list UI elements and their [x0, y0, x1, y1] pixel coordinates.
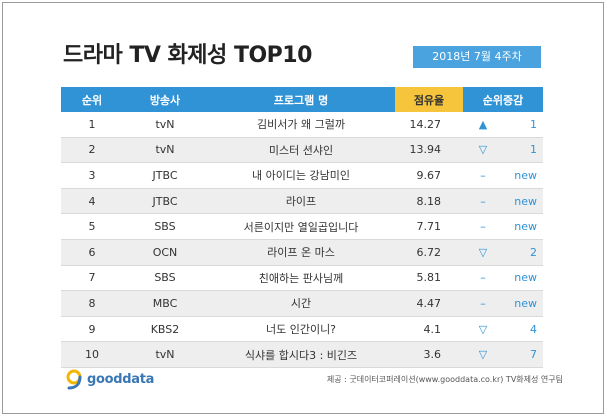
table-row: 4 JTBC 라이프 8.18 – new: [61, 188, 543, 215]
share-cell: 14.27: [395, 112, 463, 138]
share-cell: 4.47: [395, 290, 463, 317]
table-header-row: 순위 방송사 프로그램 명 점유율 순위증감: [61, 87, 543, 112]
rank-cell: 6: [61, 239, 123, 266]
rank-cell: 7: [61, 265, 123, 292]
program-cell: 김비서가 왜 그럴까: [207, 112, 395, 138]
share-cell: 7.71: [395, 213, 463, 240]
change-symbol: –: [480, 194, 486, 208]
channel-cell: SBS: [123, 265, 207, 292]
change-value: new: [514, 220, 537, 234]
change-value: 1: [530, 117, 537, 131]
change-value: 2: [530, 245, 537, 259]
rank-cell: 2: [61, 137, 123, 164]
change-cell: ▽ 4: [463, 316, 543, 343]
logo-text: gooddata: [87, 371, 155, 387]
column-header-channel: 방송사: [123, 87, 207, 112]
program-cell: 내 아이디는 강남미인: [207, 162, 395, 189]
change-value: new: [514, 271, 537, 285]
column-header-program: 프로그램 명: [207, 87, 395, 112]
program-cell: 미스터 션샤인: [207, 137, 395, 164]
channel-cell: tvN: [123, 341, 207, 368]
infographic-frame: 드라마 TV 화제성 TOP10 2018년 7월 4주차 순위 방송사 프로그…: [2, 2, 604, 414]
program-cell: 서른이지만 열일곱입니다: [207, 213, 395, 240]
source-credit: 제공 : 굿데이터코퍼레이션(www.gooddata.co.kr) TV화제성…: [326, 375, 563, 384]
ranking-table: 순위 방송사 프로그램 명 점유율 순위증감 1 tvN 김비서가 왜 그럴까 14.…: [61, 87, 543, 368]
rank-cell: 5: [61, 213, 123, 240]
change-symbol: –: [480, 296, 486, 310]
change-cell: – new: [463, 265, 543, 292]
share-cell: 5.81: [395, 265, 463, 292]
channel-cell: MBC: [123, 290, 207, 317]
change-value: 7: [530, 348, 537, 362]
table-row: 1 tvN 김비서가 왜 그럴까 14.27 ▲ 1: [61, 112, 543, 138]
change-symbol: –: [480, 220, 486, 234]
column-header-rank: 순위: [61, 87, 123, 112]
share-cell: 8.18: [395, 188, 463, 215]
change-symbol: ▽: [478, 322, 488, 336]
change-cell: ▽ 2: [463, 239, 543, 266]
table-row: 3 JTBC 내 아이디는 강남미인 9.67 – new: [61, 162, 543, 189]
program-cell: 라이프: [207, 188, 395, 215]
table-row: 5 SBS 서른이지만 열일곱입니다 7.71 – new: [61, 213, 543, 240]
change-value: new: [514, 296, 537, 310]
channel-cell: KBS2: [123, 316, 207, 343]
change-symbol: ▽: [478, 143, 488, 157]
channel-cell: OCN: [123, 239, 207, 266]
channel-cell: SBS: [123, 213, 207, 240]
change-cell: ▽ 7: [463, 341, 543, 368]
rank-cell: 1: [61, 112, 123, 138]
change-symbol: –: [480, 168, 486, 182]
program-cell: 시간: [207, 290, 395, 317]
change-cell: ▲ 1: [463, 112, 543, 138]
gooddata-logo-icon: [66, 369, 82, 390]
rank-cell: 8: [61, 290, 123, 317]
change-value: 1: [530, 143, 537, 157]
channel-cell: tvN: [123, 137, 207, 164]
change-cell: – new: [463, 213, 543, 240]
table-row: 8 MBC 시간 4.47 – new: [61, 290, 543, 317]
column-header-share: 점유율: [395, 87, 463, 112]
channel-cell: JTBC: [123, 188, 207, 215]
change-value: new: [514, 168, 537, 182]
share-cell: 3.6: [395, 341, 463, 368]
table-row: 9 KBS2 너도 인간이니? 4.1 ▽ 4: [61, 316, 543, 343]
change-cell: – new: [463, 162, 543, 189]
change-symbol: –: [480, 271, 486, 285]
change-symbol: ▽: [478, 245, 488, 259]
share-cell: 4.1: [395, 316, 463, 343]
change-cell: – new: [463, 188, 543, 215]
share-cell: 9.67: [395, 162, 463, 189]
program-cell: 식샤를 합시다3 : 비긴즈: [207, 341, 395, 368]
column-header-change: 순위증감: [463, 87, 543, 112]
page-title: 드라마 TV 화제성 TOP10: [63, 43, 312, 68]
rank-cell: 9: [61, 316, 123, 343]
program-cell: 너도 인간이니?: [207, 316, 395, 343]
rank-cell: 4: [61, 188, 123, 215]
change-symbol: ▽: [478, 348, 488, 362]
table-body: 1 tvN 김비서가 왜 그럴까 14.27 ▲ 1 2 tvN 미스터 션샤인 13.94 ▽ 1 3…: [61, 112, 543, 368]
channel-cell: JTBC: [123, 162, 207, 189]
change-cell: – new: [463, 290, 543, 317]
rank-cell: 3: [61, 162, 123, 189]
channel-cell: tvN: [123, 112, 207, 138]
table-row: 10 tvN 식샤를 합시다3 : 비긴즈 3.6 ▽ 7: [61, 341, 543, 368]
change-value: new: [514, 194, 537, 208]
change-cell: ▽ 1: [463, 137, 543, 164]
program-cell: 라이프 온 마스: [207, 239, 395, 266]
table-row: 6 OCN 라이프 온 마스 6.72 ▽ 2: [61, 239, 543, 266]
table-row: 2 tvN 미스터 션샤인 13.94 ▽ 1: [61, 137, 543, 164]
share-cell: 6.72: [395, 239, 463, 266]
table-row: 7 SBS 친애하는 판사님께 5.81 – new: [61, 265, 543, 292]
gooddata-logo: gooddata: [63, 368, 154, 390]
change-symbol: ▲: [478, 117, 488, 131]
week-badge: 2018년 7월 4주차: [413, 46, 541, 68]
share-cell: 13.94: [395, 137, 463, 164]
change-value: 4: [530, 322, 537, 336]
program-cell: 친애하는 판사님께: [207, 265, 395, 292]
rank-cell: 10: [61, 341, 123, 368]
